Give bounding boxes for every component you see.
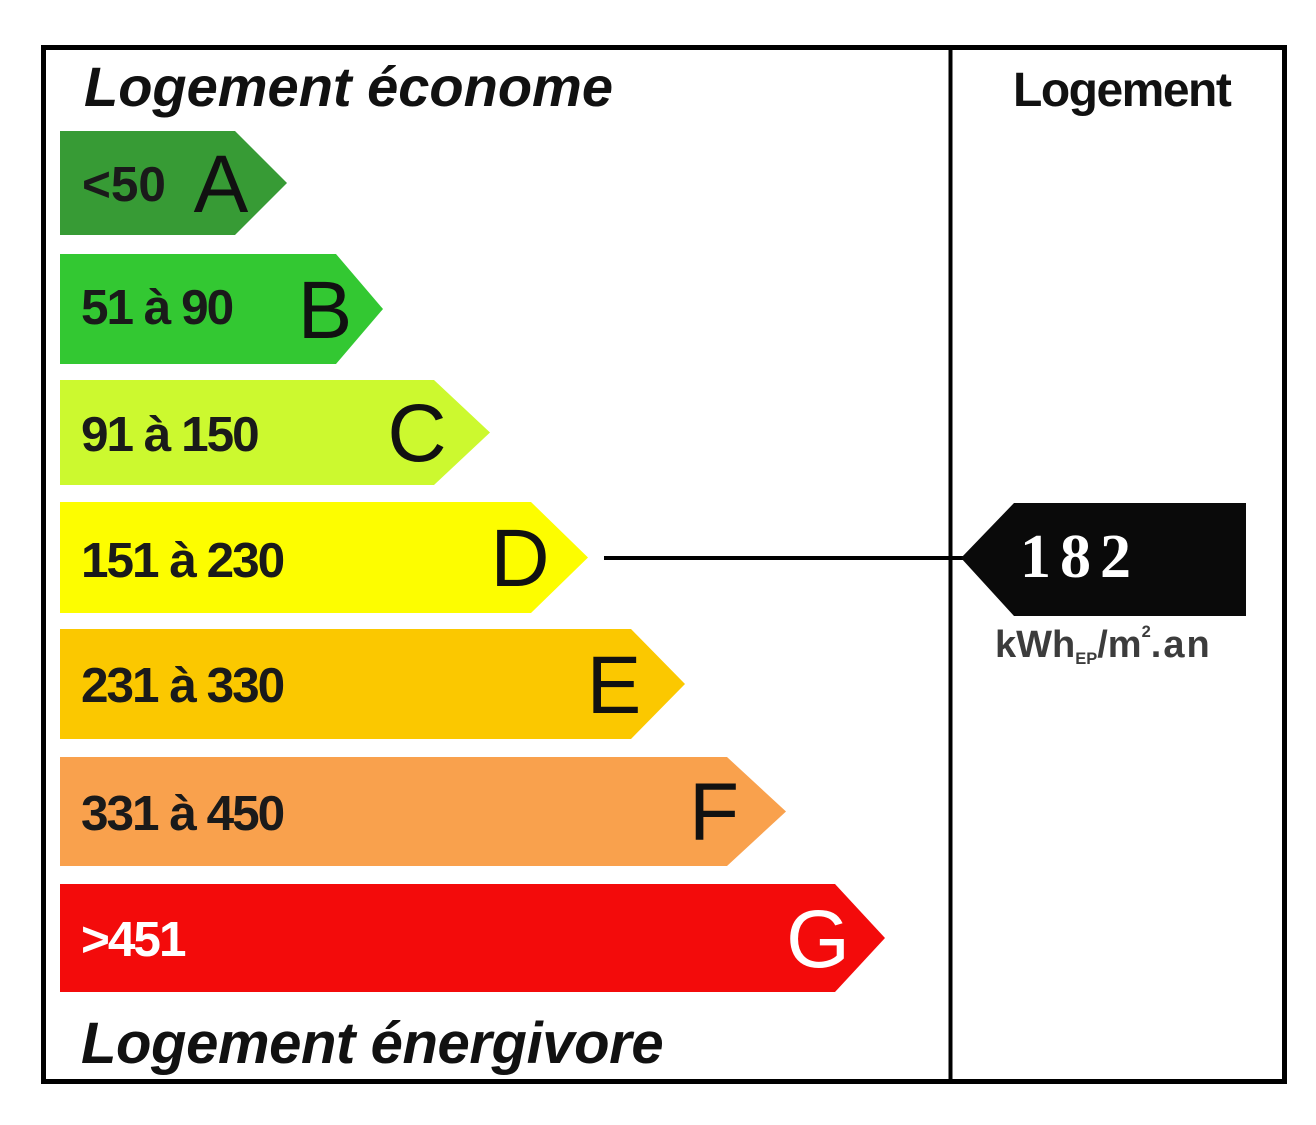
- svg-text:91 à 150: 91 à 150: [81, 407, 258, 462]
- svg-text:231 à 330: 231 à 330: [81, 658, 284, 713]
- svg-text:A: A: [194, 139, 249, 230]
- svg-text:Logement économe: Logement économe: [84, 55, 613, 118]
- svg-text:E: E: [587, 640, 642, 731]
- svg-text:C: C: [387, 388, 446, 479]
- svg-text:F: F: [689, 767, 739, 858]
- svg-text:151 à 230: 151 à 230: [81, 533, 284, 588]
- svg-text:51 à 90: 51 à 90: [81, 280, 233, 335]
- svg-text:D: D: [490, 513, 549, 604]
- svg-text:<50: <50: [82, 157, 166, 212]
- svg-text:G: G: [786, 894, 850, 985]
- svg-text:kWhEP/m2.an: kWhEP/m2.an: [995, 623, 1212, 668]
- svg-text:182: 182: [1020, 523, 1140, 591]
- svg-text:Logement énergivore: Logement énergivore: [81, 1011, 663, 1076]
- svg-text:>451: >451: [81, 912, 186, 967]
- svg-text:331 à 450: 331 à 450: [81, 786, 284, 841]
- svg-text:B: B: [298, 265, 353, 356]
- svg-text:Logement: Logement: [1013, 64, 1232, 117]
